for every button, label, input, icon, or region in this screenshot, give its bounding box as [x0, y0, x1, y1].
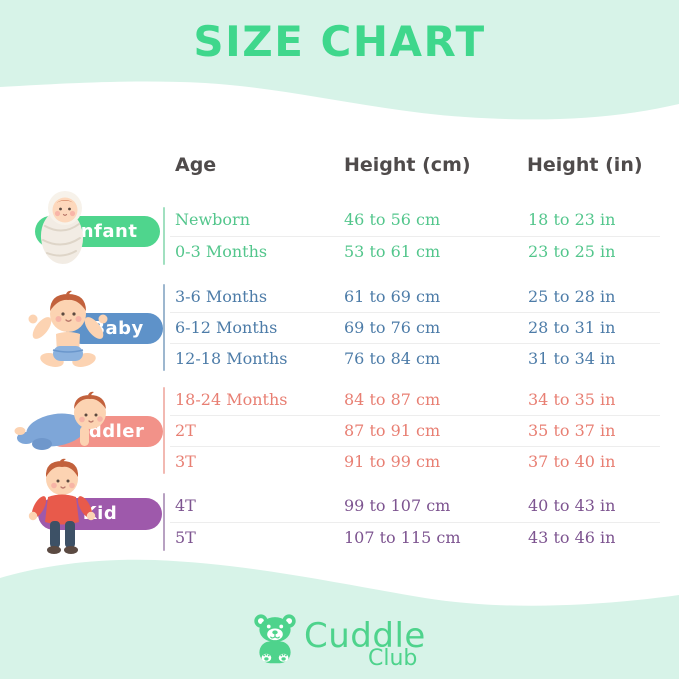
- height-cm-cell: 61 to 69 cm: [344, 287, 441, 306]
- height-cm-cell: 84 to 87 cm: [344, 390, 441, 409]
- age-cell: 12-18 Months: [175, 349, 288, 368]
- kid-illustration: [28, 458, 96, 554]
- height-cm-cell: 69 to 76 cm: [344, 318, 441, 337]
- height-in-cell: 28 to 31 in: [528, 318, 616, 337]
- group-accent-line: [163, 493, 165, 551]
- height-cm-cell: 107 to 115 cm: [344, 528, 461, 547]
- height-cm-cell: 99 to 107 cm: [344, 496, 451, 515]
- height-in-cell: 23 to 25 in: [528, 242, 616, 261]
- age-cell: 0-3 Months: [175, 242, 268, 261]
- table-row: 12-18 Months 76 to 84 cm 31 to 34 in: [163, 343, 660, 374]
- toddler-illustration: [14, 391, 106, 450]
- age-cell: 18-24 Months: [175, 390, 288, 409]
- height-cm-cell: 53 to 61 cm: [344, 242, 441, 261]
- height-in-cell: 43 to 46 in: [528, 528, 616, 547]
- header-height-cm: Height (cm): [344, 154, 471, 176]
- height-in-cell: 35 to 37 in: [528, 421, 616, 440]
- brand-name: Cuddle: [304, 616, 426, 656]
- height-in-cell: 18 to 23 in: [528, 210, 616, 229]
- table-row: 6-12 Months 69 to 76 cm 28 to 31 in: [163, 312, 660, 343]
- age-cell: 3T: [175, 452, 196, 471]
- age-cell: Newborn: [175, 210, 250, 229]
- table-header: Age Height (cm) Height (in): [163, 150, 660, 180]
- top-wave-decoration: [0, 0, 679, 120]
- age-cell: 6-12 Months: [175, 318, 278, 337]
- height-in-cell: 34 to 35 in: [528, 390, 616, 409]
- group-infant: Newborn 46 to 56 cm 18 to 23 in 0-3 Mont…: [163, 204, 660, 268]
- table-row: Newborn 46 to 56 cm 18 to 23 in: [163, 204, 660, 236]
- baby-illustration: [28, 290, 108, 367]
- table-row: 3T 91 to 99 cm 37 to 40 in: [163, 446, 660, 477]
- height-cm-cell: 46 to 56 cm: [344, 210, 441, 229]
- brand-logo: Cuddle Club: [250, 606, 450, 676]
- age-cell: 2T: [175, 421, 196, 440]
- age-cell: 3-6 Months: [175, 287, 268, 306]
- group-kid: 4T 99 to 107 cm 40 to 43 in 5T 107 to 11…: [163, 490, 660, 554]
- height-in-cell: 40 to 43 in: [528, 496, 616, 515]
- table-row: 2T 87 to 91 cm 35 to 37 in: [163, 415, 660, 446]
- teddy-bear-icon: [254, 614, 296, 664]
- group-toddler: 18-24 Months 84 to 87 cm 34 to 35 in 2T …: [163, 384, 660, 477]
- age-cell: 4T: [175, 496, 196, 515]
- group-accent-line: [163, 207, 165, 265]
- table-row: 18-24 Months 84 to 87 cm 34 to 35 in: [163, 384, 660, 415]
- group-baby: 3-6 Months 61 to 69 cm 25 to 28 in 6-12 …: [163, 281, 660, 374]
- table-row: 5T 107 to 115 cm 43 to 46 in: [163, 522, 660, 554]
- page-title: SIZE CHART: [193, 17, 486, 66]
- table-row: 3-6 Months 61 to 69 cm 25 to 28 in: [163, 281, 660, 312]
- infant-illustration: [40, 191, 84, 264]
- height-in-cell: 31 to 34 in: [528, 349, 616, 368]
- bottom-wave-decoration: [0, 559, 679, 679]
- group-accent-line: [163, 284, 165, 371]
- height-in-cell: 25 to 28 in: [528, 287, 616, 306]
- table-row: 4T 99 to 107 cm 40 to 43 in: [163, 490, 660, 522]
- header-height-in: Height (in): [527, 154, 643, 176]
- header-age: Age: [175, 154, 217, 176]
- age-cell: 5T: [175, 528, 196, 547]
- group-accent-line: [163, 387, 165, 474]
- height-cm-cell: 76 to 84 cm: [344, 349, 441, 368]
- height-cm-cell: 87 to 91 cm: [344, 421, 441, 440]
- brand-subname: Club: [368, 646, 418, 671]
- table-row: 0-3 Months 53 to 61 cm 23 to 25 in: [163, 236, 660, 268]
- height-in-cell: 37 to 40 in: [528, 452, 616, 471]
- height-cm-cell: 91 to 99 cm: [344, 452, 441, 471]
